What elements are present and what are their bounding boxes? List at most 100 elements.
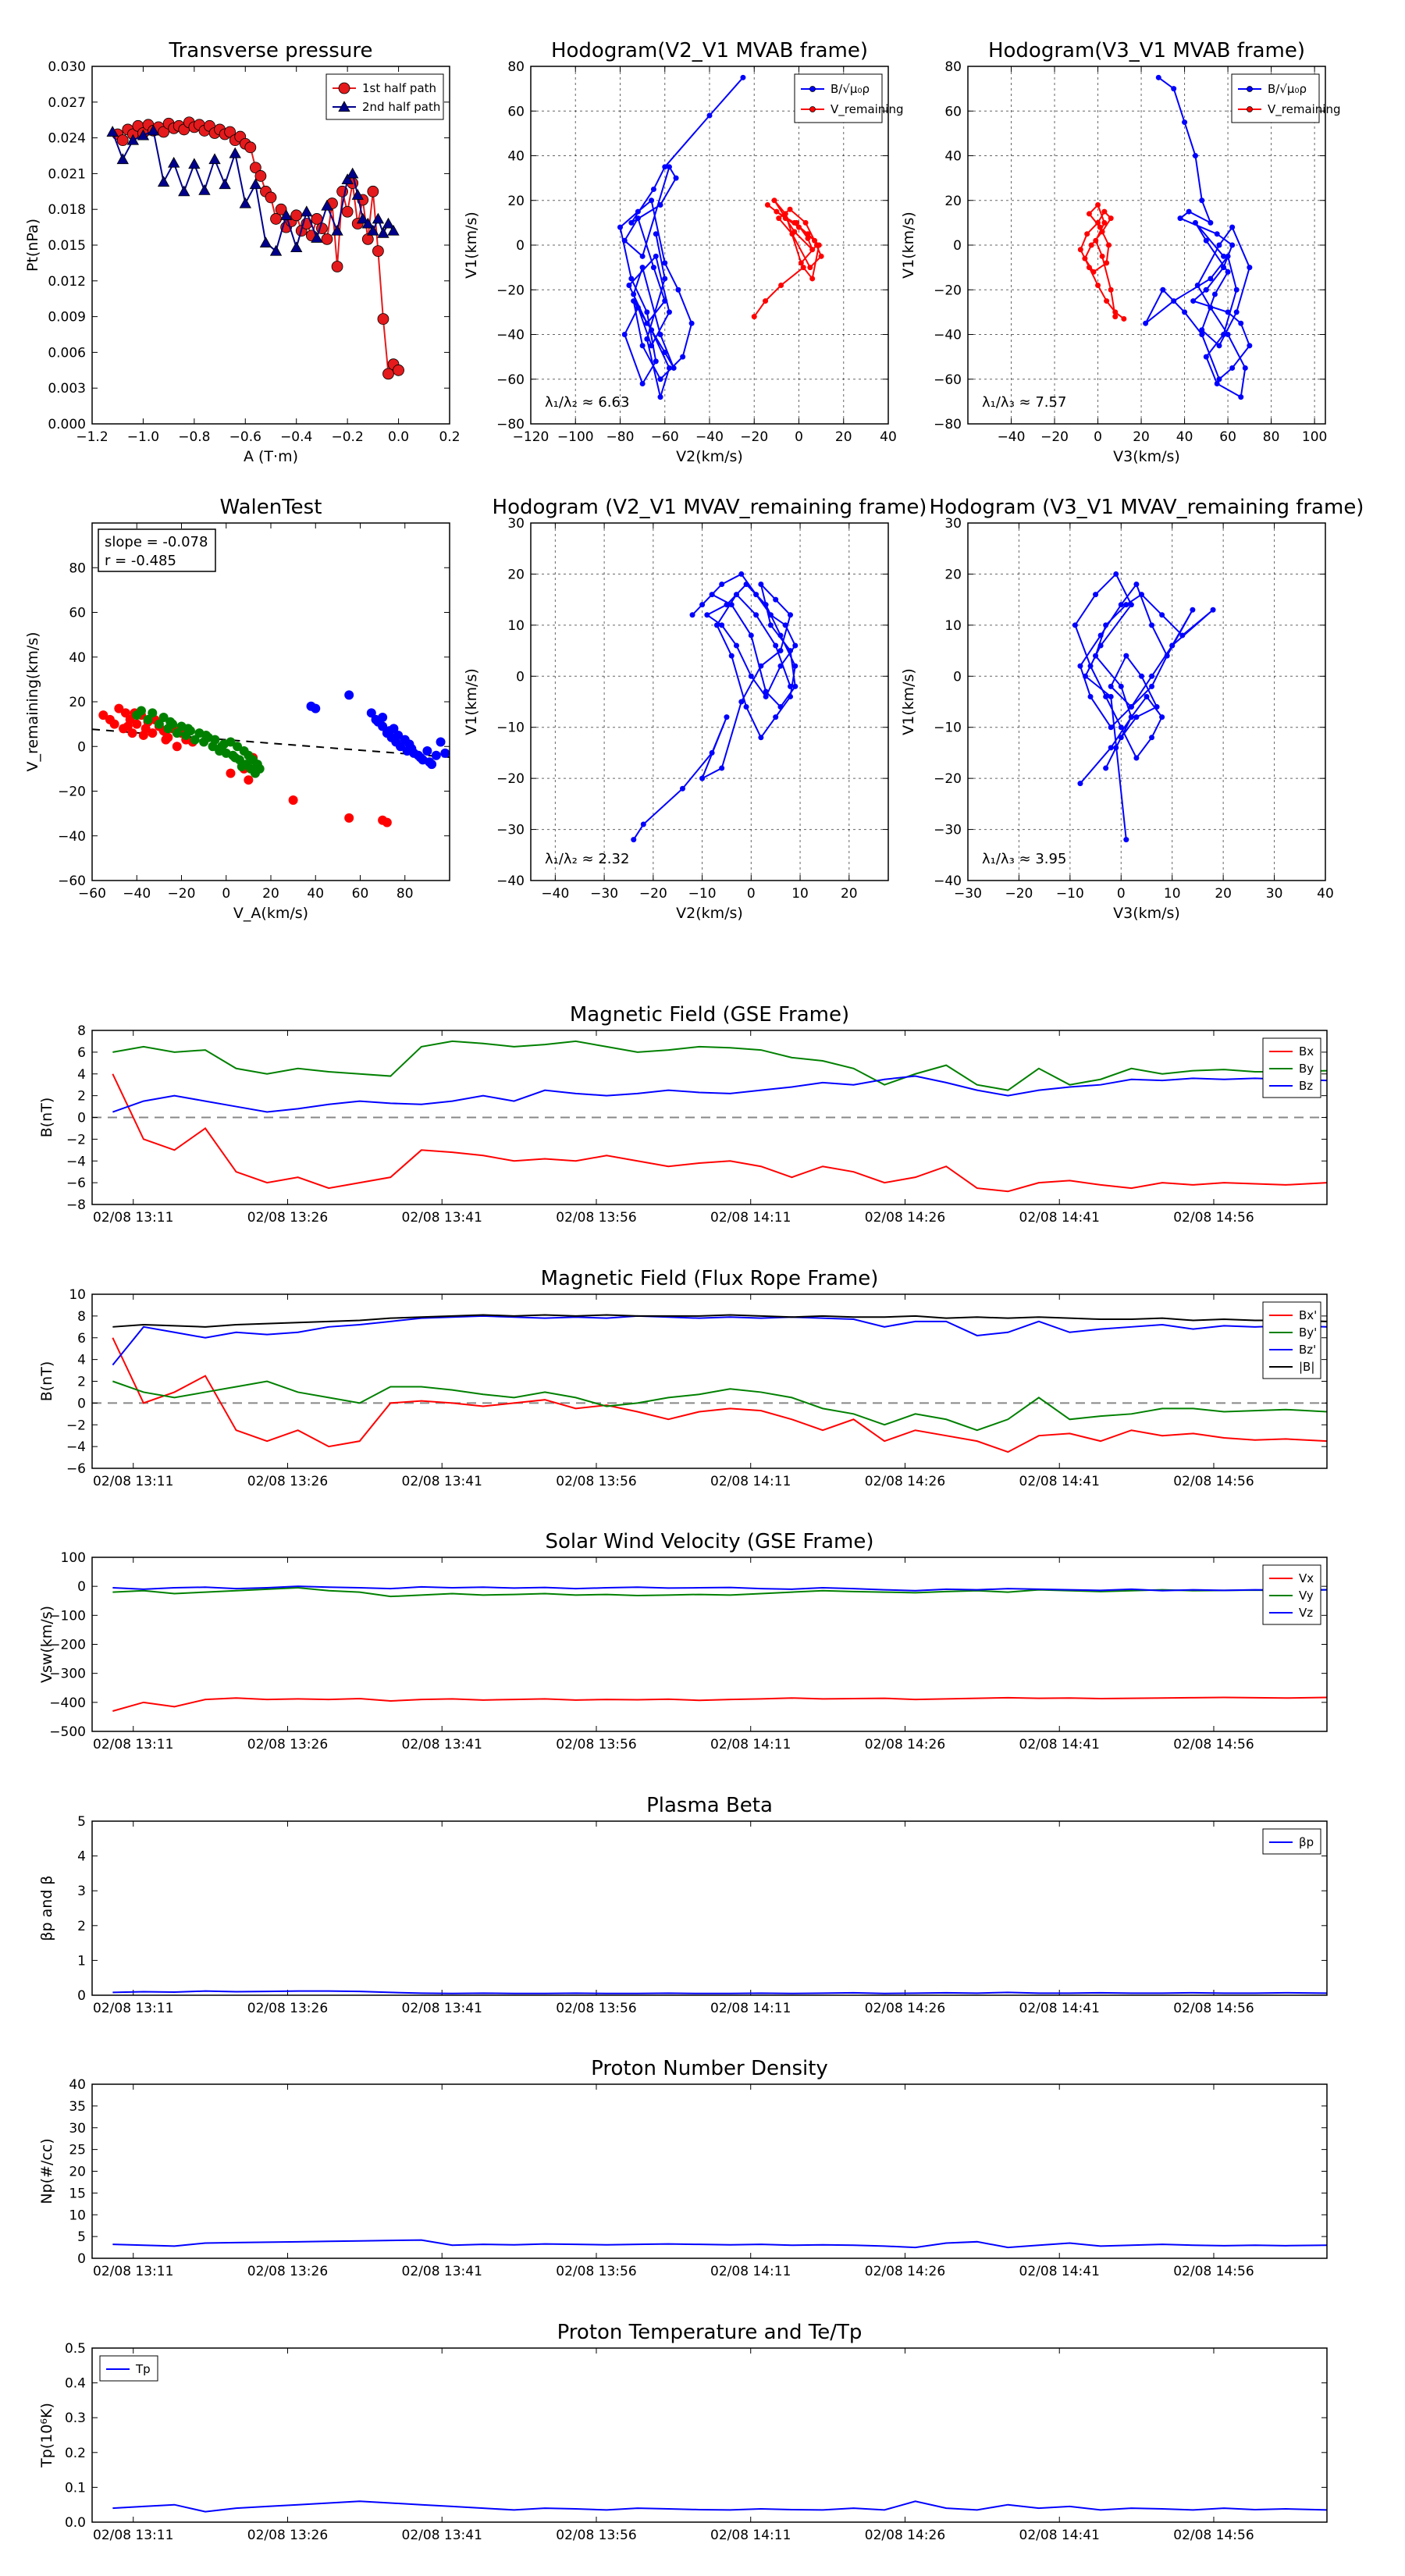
y-tick-label: 100 [61, 1550, 86, 1566]
data-point [758, 582, 764, 588]
x-tick-label: 02/08 14:11 [710, 2528, 791, 2543]
x-tick-label: 02/08 14:26 [865, 2264, 945, 2279]
series-line [112, 1696, 1327, 1712]
data-point [1216, 343, 1222, 349]
data-point [1086, 211, 1092, 217]
data-point [788, 612, 794, 618]
x-tick-label: −20 [168, 886, 196, 902]
data-point [198, 183, 211, 195]
x-tick-label: 02/08 13:41 [402, 2001, 482, 2016]
data-point [680, 354, 686, 360]
y-tick-label: 40 [507, 149, 525, 165]
slope-text: slope = -0.078 [105, 534, 208, 550]
data-point [1101, 208, 1108, 215]
data-point [290, 209, 303, 222]
ratio-annotation: λ₁/λ₃ ≈ 3.95 [982, 851, 1066, 867]
data-point [178, 185, 190, 197]
x-tick-label: 0 [1117, 886, 1126, 902]
data-point [796, 224, 802, 230]
data-point [644, 309, 650, 315]
data-point [393, 364, 404, 376]
data-point [657, 201, 663, 208]
data-point [344, 690, 354, 700]
data-point [407, 744, 417, 754]
data-point [1225, 269, 1231, 275]
y-tick-label: 30 [944, 516, 962, 532]
data-point [239, 197, 251, 208]
data-point [1190, 607, 1196, 613]
x-tick-label: 02/08 14:11 [710, 1210, 791, 1226]
x-tick-label: 02/08 14:11 [710, 1474, 791, 1489]
x-tick-label: −10 [688, 886, 717, 902]
data-point [792, 642, 799, 649]
data-point [265, 191, 277, 204]
y-tick-label: −200 [49, 1638, 86, 1653]
series-line [112, 1073, 1327, 1193]
series-line [112, 1990, 1327, 1994]
legend-label: Vx [1299, 1571, 1314, 1585]
data-point [689, 612, 695, 618]
y-tick-label: 0 [516, 669, 525, 685]
y-tick-label: 0 [953, 238, 962, 254]
data-point [1077, 781, 1083, 787]
y-tick-label: 10 [507, 618, 525, 634]
data-point [1090, 269, 1097, 275]
data-point [377, 313, 389, 326]
data-point [249, 162, 261, 174]
plot-frame [91, 1557, 1328, 1732]
y-tick-label: 80 [507, 59, 525, 75]
x-tick-label: 20 [262, 886, 279, 902]
y-tick-label: 20 [507, 567, 525, 582]
data-point [1144, 693, 1150, 699]
y-tick-label: −60 [934, 372, 962, 388]
data-point [1233, 286, 1240, 293]
data-point [1093, 653, 1099, 659]
data-point [1229, 242, 1236, 248]
x-tick-label: −0.2 [332, 429, 364, 445]
data-point [440, 748, 450, 758]
data-point [1138, 592, 1144, 598]
plot-area [92, 690, 450, 827]
data-point [675, 286, 681, 293]
x-tick-label: 02/08 14:26 [865, 1474, 945, 1489]
legend-marker [1247, 106, 1253, 112]
data-point [1093, 592, 1099, 598]
y-tick-label: 0 [953, 669, 962, 685]
x-axis-label: V2(km/s) [676, 905, 743, 922]
x-tick-label: 20 [1133, 429, 1150, 445]
x-tick-label: 02/08 14:56 [1173, 2264, 1254, 2279]
data-point [387, 224, 400, 236]
x-tick-label: 02/08 14:11 [710, 2001, 791, 2016]
y-tick-label: −10 [934, 720, 962, 736]
data-point [168, 719, 178, 729]
data-point [1133, 714, 1140, 720]
series-line [112, 1315, 1327, 1366]
data-point [662, 298, 668, 304]
data-point [704, 612, 710, 618]
data-point [1118, 724, 1124, 731]
data-point [809, 276, 816, 282]
data-point [1118, 602, 1124, 608]
x-tick-label: −80 [606, 429, 635, 445]
y-tick-label: 0 [77, 1396, 86, 1411]
y-tick-label: 0.4 [65, 2376, 86, 2392]
data-point [666, 164, 672, 170]
data-point [709, 592, 715, 598]
y-tick-label: 5 [77, 1814, 86, 1830]
data-point [792, 663, 799, 669]
y-tick-label: 40 [69, 2077, 86, 2093]
data-point [1203, 286, 1209, 293]
data-point [229, 147, 241, 158]
x-tick-label: 02/08 14:41 [1019, 1474, 1100, 1489]
data-point [738, 699, 745, 705]
data-point [120, 708, 130, 718]
data-point [777, 632, 784, 639]
data-point [800, 265, 806, 271]
data-point [1171, 298, 1177, 304]
data-point [743, 704, 749, 710]
data-point [662, 164, 668, 170]
y-tick-label: 0.2 [65, 2446, 86, 2461]
y-tick-label: 0.012 [48, 274, 86, 290]
y-tick-label: 0.000 [48, 417, 86, 432]
x-tick-label: −30 [590, 886, 618, 902]
